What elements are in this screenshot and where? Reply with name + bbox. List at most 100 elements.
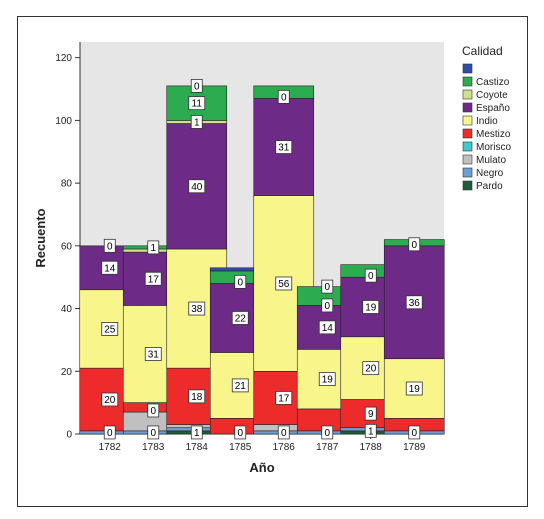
legend-item: Españo <box>462 102 510 114</box>
data-label-box <box>321 425 334 440</box>
data-label-text: 19 <box>409 384 421 395</box>
legend-swatch <box>462 167 473 178</box>
data-labels: 0202514000311711183840111002122001756310… <box>101 79 423 440</box>
data-label-box <box>364 406 377 421</box>
legend-swatch <box>462 76 473 87</box>
data-label-text: 38 <box>191 304 203 315</box>
data-label-text: 0 <box>107 241 113 252</box>
x-tick-label: 1787 <box>316 442 339 453</box>
data-label-text: 56 <box>278 279 290 290</box>
legend-title: Calidad <box>462 44 503 58</box>
data-label: 0 <box>408 237 421 252</box>
legend-item: Morisco <box>462 141 511 153</box>
data-label: 0 <box>364 268 377 283</box>
data-label-text: 17 <box>148 274 160 285</box>
data-label-box <box>188 301 206 316</box>
legend-label: Mulato <box>476 155 506 166</box>
data-label-text: 11 <box>192 99 203 110</box>
legend: Castizo Coyote Españo Indio Mestizo Morisco Mu… <box>462 63 511 192</box>
data-label-box <box>231 378 249 393</box>
x-tick-label: 1785 <box>229 442 252 453</box>
data-label: 1 <box>190 425 203 440</box>
data-label-box <box>318 320 336 335</box>
data-label-text: 0 <box>324 428 330 439</box>
data-label-text: 0 <box>368 271 374 282</box>
data-label: 0 <box>147 425 160 440</box>
data-label-text: 40 <box>191 182 203 193</box>
x-tick-label: 1783 <box>142 442 165 453</box>
data-label: 11 <box>188 96 206 111</box>
y-tick-label: 100 <box>55 116 72 127</box>
legend-label: Coyote <box>476 90 508 101</box>
data-label-box <box>362 300 380 314</box>
data-label-text: 0 <box>281 92 287 103</box>
data-label: 0 <box>321 298 334 313</box>
data-label-text: 14 <box>104 263 116 274</box>
data-label-text: 0 <box>324 282 330 293</box>
y-tick-label: 60 <box>61 241 73 252</box>
x-axis: 1782 1783 1784 1785 1786 1787 1788 1789 <box>80 433 444 453</box>
data-label: 19 <box>318 372 336 387</box>
data-label: 40 <box>188 179 206 194</box>
data-label: 31 <box>144 347 162 361</box>
data-label-text: 17 <box>278 393 290 404</box>
data-label: 17 <box>275 391 293 405</box>
legend-label: Indio <box>476 116 498 127</box>
data-label-box <box>364 423 377 438</box>
data-label-box <box>147 240 160 255</box>
data-label-box <box>405 295 423 310</box>
legend-swatch <box>462 180 473 191</box>
data-label: 56 <box>275 276 293 291</box>
data-label-text: 31 <box>278 143 290 154</box>
data-label-box <box>188 389 206 404</box>
y-axis-title: Recuento <box>33 208 48 267</box>
legend-swatch <box>462 128 473 139</box>
data-label-box <box>190 115 203 129</box>
data-label-text: 1 <box>194 428 200 439</box>
data-label: 19 <box>405 381 423 396</box>
data-label-box <box>277 425 290 440</box>
legend-swatch <box>462 154 473 165</box>
data-label-box <box>188 96 206 111</box>
data-label-box <box>101 322 119 336</box>
x-tick-label: 1786 <box>273 442 296 453</box>
y-tick-label: 120 <box>55 53 72 64</box>
data-label: 18 <box>188 389 206 404</box>
legend-swatch <box>462 141 473 152</box>
data-label: 36 <box>405 295 423 310</box>
data-label-text: 0 <box>324 301 330 312</box>
data-label: 1 <box>190 115 203 129</box>
legend-label: Pardo <box>476 181 503 192</box>
data-label: 0 <box>277 425 290 440</box>
data-label: 20 <box>101 392 119 407</box>
y-axis: 0 20 40 60 80 100 120 <box>55 42 81 441</box>
data-label-text: 9 <box>368 409 374 420</box>
data-label-box <box>318 372 336 387</box>
legend-swatch <box>462 89 473 100</box>
data-label-text: 14 <box>322 323 334 334</box>
x-tick-label: 1782 <box>99 442 122 453</box>
data-label-box <box>190 79 203 93</box>
data-label: 31 <box>275 140 293 154</box>
data-label-text: 22 <box>235 313 247 324</box>
legend-label: Castizo <box>476 77 510 88</box>
data-label-box <box>321 279 334 294</box>
data-label: 38 <box>188 301 206 316</box>
data-label: 0 <box>277 89 290 104</box>
data-label-text: 20 <box>104 395 116 406</box>
data-label-box <box>144 271 162 286</box>
legend-swatch <box>462 115 473 126</box>
data-label-box <box>147 403 160 418</box>
data-label-box <box>234 275 247 289</box>
data-label-box <box>364 268 377 283</box>
legend-swatch <box>462 63 473 74</box>
data-label-box <box>144 347 162 361</box>
legend-label: Españo <box>476 103 510 114</box>
data-label-text: 0 <box>237 428 243 439</box>
legend-item: Mestizo <box>462 128 511 140</box>
data-label-box <box>275 140 293 154</box>
data-label-text: 1 <box>368 426 374 437</box>
data-label: 19 <box>362 300 380 314</box>
legend-item: Castizo <box>462 76 510 88</box>
data-label-box <box>231 311 249 325</box>
